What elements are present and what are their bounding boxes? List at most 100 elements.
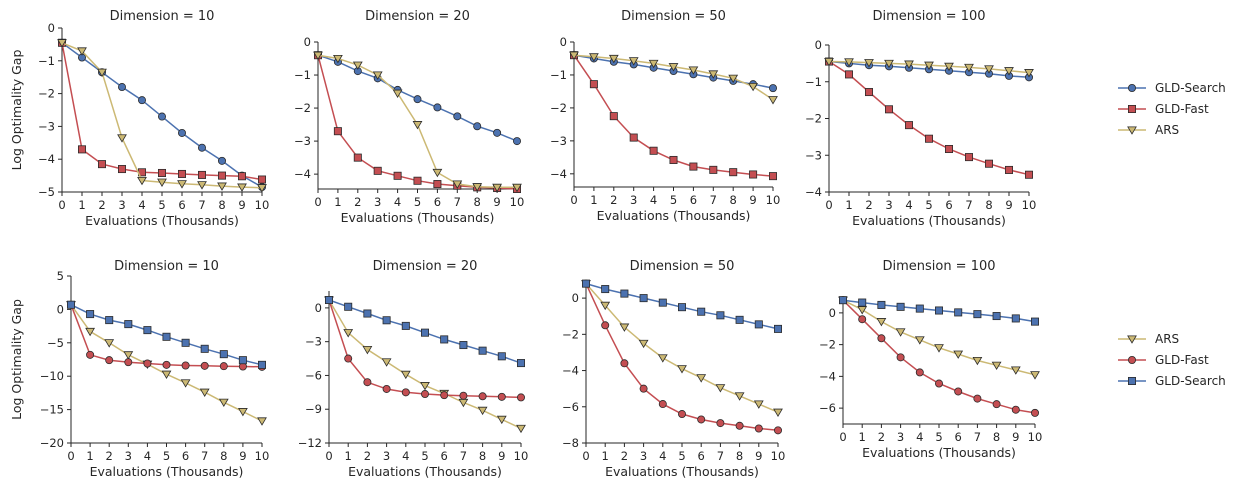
- legend-entry: ARS: [1118, 123, 1179, 137]
- legend-label: ARS: [1155, 123, 1179, 137]
- x-tick-label: 9: [755, 449, 762, 463]
- x-tick-label: 6: [178, 198, 185, 212]
- data-point: [668, 63, 679, 72]
- x-tick-label: 0: [314, 195, 321, 209]
- x-tick-label: 4: [905, 198, 912, 212]
- x-tick-label: 7: [454, 195, 461, 209]
- data-point: [876, 318, 887, 327]
- data-point: [954, 387, 963, 396]
- y-tick-label: −4: [550, 167, 567, 181]
- data-point: [1031, 317, 1040, 326]
- data-point: [473, 122, 482, 131]
- data-point: [478, 346, 487, 355]
- y-tick-label: 0: [829, 306, 836, 320]
- x-tick-label: 4: [144, 449, 151, 463]
- x-tick-label: 8: [993, 430, 1000, 444]
- data-point: [433, 103, 442, 112]
- x-tick-label: 2: [878, 430, 885, 444]
- data-point: [774, 324, 783, 333]
- x-tick-label: 9: [1012, 430, 1019, 444]
- data-point: [352, 61, 363, 70]
- data-point: [638, 339, 649, 349]
- data-point: [629, 133, 638, 142]
- y-tick-label: −9: [305, 402, 322, 416]
- data-point: [1004, 67, 1014, 76]
- series-ars: [824, 57, 1034, 78]
- data-point: [734, 392, 745, 401]
- data-point: [877, 300, 886, 309]
- x-tick-label: 7: [965, 198, 972, 212]
- data-point: [97, 68, 107, 78]
- data-point: [513, 137, 522, 146]
- series-line: [573, 54, 774, 101]
- series-gld-search: [313, 51, 522, 146]
- data-point: [600, 301, 611, 311]
- data-point: [688, 66, 699, 75]
- data-point: [735, 315, 744, 324]
- y-tick-label: −5: [47, 336, 64, 350]
- series-gld-search: [58, 38, 266, 192]
- data-point: [181, 361, 190, 370]
- data-point: [344, 302, 353, 311]
- y-tick-label: −2: [805, 112, 822, 126]
- series-line: [828, 60, 1030, 176]
- chart-title: Dimension = 50: [621, 9, 726, 24]
- series-line: [328, 299, 522, 430]
- legend-marker: [1127, 126, 1137, 135]
- data-point: [1024, 69, 1034, 78]
- x-tick-label: 6: [955, 430, 962, 444]
- legend: ARS GLD-Fast GLD-Search: [1118, 332, 1226, 388]
- x-tick-label: 3: [897, 430, 904, 444]
- data-point: [769, 172, 778, 181]
- data-point: [413, 176, 422, 185]
- data-point: [716, 419, 725, 428]
- data-point: [985, 159, 994, 168]
- data-point: [896, 302, 905, 311]
- x-tick-label: 7: [198, 198, 205, 212]
- y-tick-label: −6: [305, 368, 322, 382]
- data-point: [953, 350, 964, 359]
- data-point: [773, 408, 783, 417]
- x-tick-label: 0: [67, 449, 74, 463]
- x-tick-label: 10: [771, 449, 786, 463]
- x-tick-label: 8: [474, 195, 481, 209]
- y-axis-label: Log Optimality Gap: [9, 299, 24, 420]
- data-point: [372, 71, 383, 80]
- data-point: [658, 400, 667, 409]
- x-tick-label: 3: [125, 449, 132, 463]
- data-point: [413, 95, 422, 104]
- data-point: [123, 351, 134, 360]
- data-point: [497, 392, 506, 401]
- data-point: [257, 360, 266, 369]
- data-point: [257, 184, 267, 193]
- x-tick-label: 2: [621, 449, 628, 463]
- data-point: [749, 170, 758, 179]
- data-point: [181, 338, 190, 347]
- y-tick-label: −3: [805, 148, 822, 162]
- y-axis-label: Log Optimality Gap: [9, 50, 24, 171]
- data-point: [885, 105, 894, 114]
- data-point: [984, 65, 994, 74]
- chart-panel: Dimension = 500 1 2 3 4 5 6 7 8 9 100−2−4−6−8Evalu…: [562, 259, 785, 479]
- y-tick-label: −1: [38, 54, 55, 68]
- y-tick-label: −6: [819, 401, 836, 415]
- x-tick-label: 9: [238, 198, 245, 212]
- series-ars: [581, 280, 783, 417]
- data-point: [157, 178, 167, 187]
- data-point: [420, 390, 429, 399]
- data-point: [217, 156, 226, 165]
- x-tick-label: 1: [845, 198, 852, 212]
- data-point: [620, 289, 629, 298]
- y-tick-label: −2: [294, 101, 311, 115]
- data-point: [353, 153, 362, 162]
- legend-marker: [1128, 84, 1137, 93]
- data-point: [1031, 408, 1040, 417]
- x-tick-label: 10: [510, 195, 525, 209]
- data-point: [824, 57, 834, 67]
- data-point: [1025, 170, 1034, 179]
- data-point: [715, 384, 726, 393]
- data-point: [177, 180, 187, 189]
- data-point: [589, 80, 598, 89]
- legend-marker: [1128, 355, 1137, 364]
